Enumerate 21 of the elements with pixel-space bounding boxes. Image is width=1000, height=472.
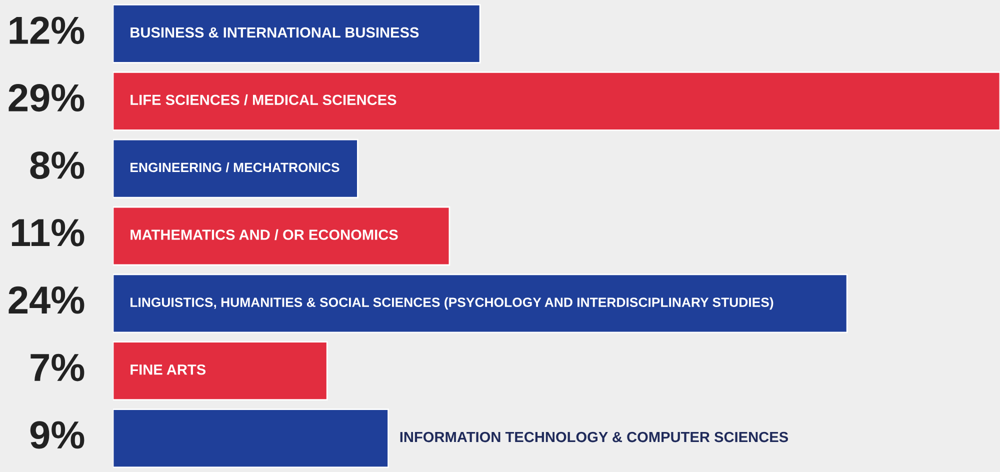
data-label: 9% bbox=[30, 421, 84, 449]
y-tick-label: MATHEMATICS AND / OR ECONOMICS bbox=[130, 229, 398, 240]
data-label: 12% bbox=[10, 16, 84, 44]
data-label: 29% bbox=[8, 84, 84, 112]
data-label: 8% bbox=[30, 151, 84, 180]
bar bbox=[113, 341, 328, 401]
y-tick-label: BUSINESS & INTERNATIONAL BUSINESS bbox=[130, 27, 419, 38]
bar bbox=[113, 138, 358, 198]
bar bbox=[113, 274, 848, 334]
bar bbox=[113, 71, 1000, 131]
y-tick-label: ENGINEERING / MECHATRONICS bbox=[130, 162, 340, 172]
y-tick-label: FINE ARTS bbox=[130, 364, 206, 375]
bar bbox=[113, 4, 481, 64]
data-label: 11% bbox=[12, 219, 84, 246]
data-label: 7% bbox=[30, 354, 84, 382]
y-tick-label: LIFE SCIENCES / MEDICAL SCIENCES bbox=[130, 94, 396, 106]
data-label: 24% bbox=[8, 286, 84, 314]
bar bbox=[113, 206, 450, 266]
y-tick-label: INFORMATION TECHNOLOGY & COMPUTER SCIENCES bbox=[400, 432, 788, 442]
y-tick-label: LINGUISTICS, HUMANITIES & SOCIAL SCIENCES (PSYCHOLOGY AND INTERDISCIPLINARY STUDIES) bbox=[130, 297, 774, 310]
bar bbox=[113, 408, 389, 468]
